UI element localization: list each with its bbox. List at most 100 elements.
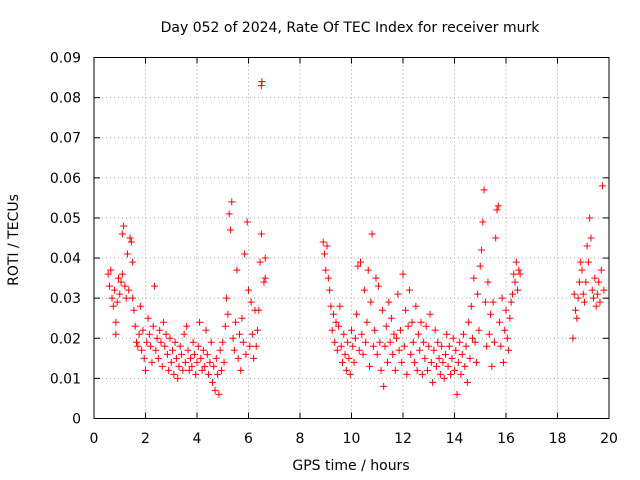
data-points <box>104 78 608 398</box>
data-point <box>452 346 460 354</box>
data-point <box>581 298 589 306</box>
data-point <box>342 366 350 374</box>
data-point <box>444 362 452 370</box>
data-point <box>488 362 496 370</box>
data-point <box>196 318 204 326</box>
data-point <box>506 314 514 322</box>
data-point <box>194 342 202 350</box>
data-point <box>511 278 519 286</box>
data-point <box>350 358 358 366</box>
data-point <box>579 290 587 298</box>
data-point <box>403 370 411 378</box>
data-point <box>499 358 507 366</box>
data-point <box>596 298 604 306</box>
data-point <box>600 286 608 294</box>
data-point <box>427 358 435 366</box>
data-point <box>202 326 210 334</box>
data-point <box>389 350 397 358</box>
data-point <box>503 334 511 342</box>
data-point <box>505 346 513 354</box>
x-tick-label: 12 <box>394 431 412 447</box>
data-point <box>216 346 224 354</box>
data-point <box>229 334 237 342</box>
data-point <box>230 346 238 354</box>
data-point <box>462 342 470 350</box>
y-tick-label: 0.08 <box>50 91 81 107</box>
data-point <box>178 350 186 358</box>
data-point <box>507 298 515 306</box>
data-point <box>248 330 256 338</box>
data-point <box>235 330 243 338</box>
data-point <box>252 342 260 350</box>
data-point <box>332 318 340 326</box>
data-point <box>386 338 394 346</box>
data-point <box>434 338 442 346</box>
data-point <box>384 358 392 366</box>
data-point <box>463 378 471 386</box>
data-point <box>112 318 120 326</box>
data-point <box>387 314 395 322</box>
data-point <box>214 370 222 378</box>
data-point <box>414 330 422 338</box>
data-point <box>460 330 468 338</box>
data-point <box>373 350 381 358</box>
data-point <box>161 342 169 350</box>
data-point <box>336 302 344 310</box>
x-axis-label: GPS time / hours <box>292 458 409 474</box>
data-point <box>125 286 133 294</box>
data-point <box>390 330 398 338</box>
data-point <box>353 310 361 318</box>
data-point <box>357 258 365 266</box>
data-point <box>447 370 455 378</box>
data-point <box>578 266 586 274</box>
data-point <box>341 350 349 358</box>
data-point <box>380 382 388 390</box>
data-point <box>483 342 491 350</box>
data-point <box>144 314 152 322</box>
data-point <box>149 322 157 330</box>
x-tick-label: 10 <box>343 431 361 447</box>
data-point <box>257 230 265 238</box>
data-point <box>338 358 346 366</box>
y-tick-label: 0.06 <box>50 171 81 187</box>
data-point <box>189 338 197 346</box>
data-point <box>145 330 153 338</box>
data-point <box>485 330 493 338</box>
data-point <box>261 274 269 282</box>
data-point <box>451 366 458 374</box>
y-tick-label: 0.03 <box>50 291 81 307</box>
data-point <box>573 314 581 322</box>
data-point <box>258 78 266 86</box>
data-point <box>412 302 420 310</box>
data-point <box>212 354 220 362</box>
data-point <box>574 294 582 302</box>
data-point <box>453 390 461 398</box>
data-point <box>496 318 504 326</box>
data-point <box>382 322 390 330</box>
data-point <box>172 354 180 362</box>
data-point <box>479 218 487 226</box>
data-point <box>474 290 482 298</box>
data-point <box>226 226 234 234</box>
data-point <box>205 370 213 378</box>
data-point <box>224 310 232 318</box>
data-point <box>105 282 113 290</box>
data-point <box>349 342 357 350</box>
x-tick-label: 4 <box>193 431 202 447</box>
data-point <box>599 182 607 190</box>
data-point <box>203 350 211 358</box>
data-point <box>322 266 330 274</box>
data-point <box>156 326 164 334</box>
data-point <box>245 286 252 294</box>
data-point <box>454 358 462 366</box>
data-point <box>190 350 198 358</box>
data-point <box>409 338 417 346</box>
data-point <box>376 338 384 346</box>
data-point <box>577 258 585 266</box>
data-point <box>326 286 334 294</box>
data-point <box>132 338 140 346</box>
data-point <box>166 334 174 342</box>
y-tick-label: 0.01 <box>50 371 81 387</box>
data-point <box>441 350 449 358</box>
y-tick-label: 0.02 <box>50 331 81 347</box>
